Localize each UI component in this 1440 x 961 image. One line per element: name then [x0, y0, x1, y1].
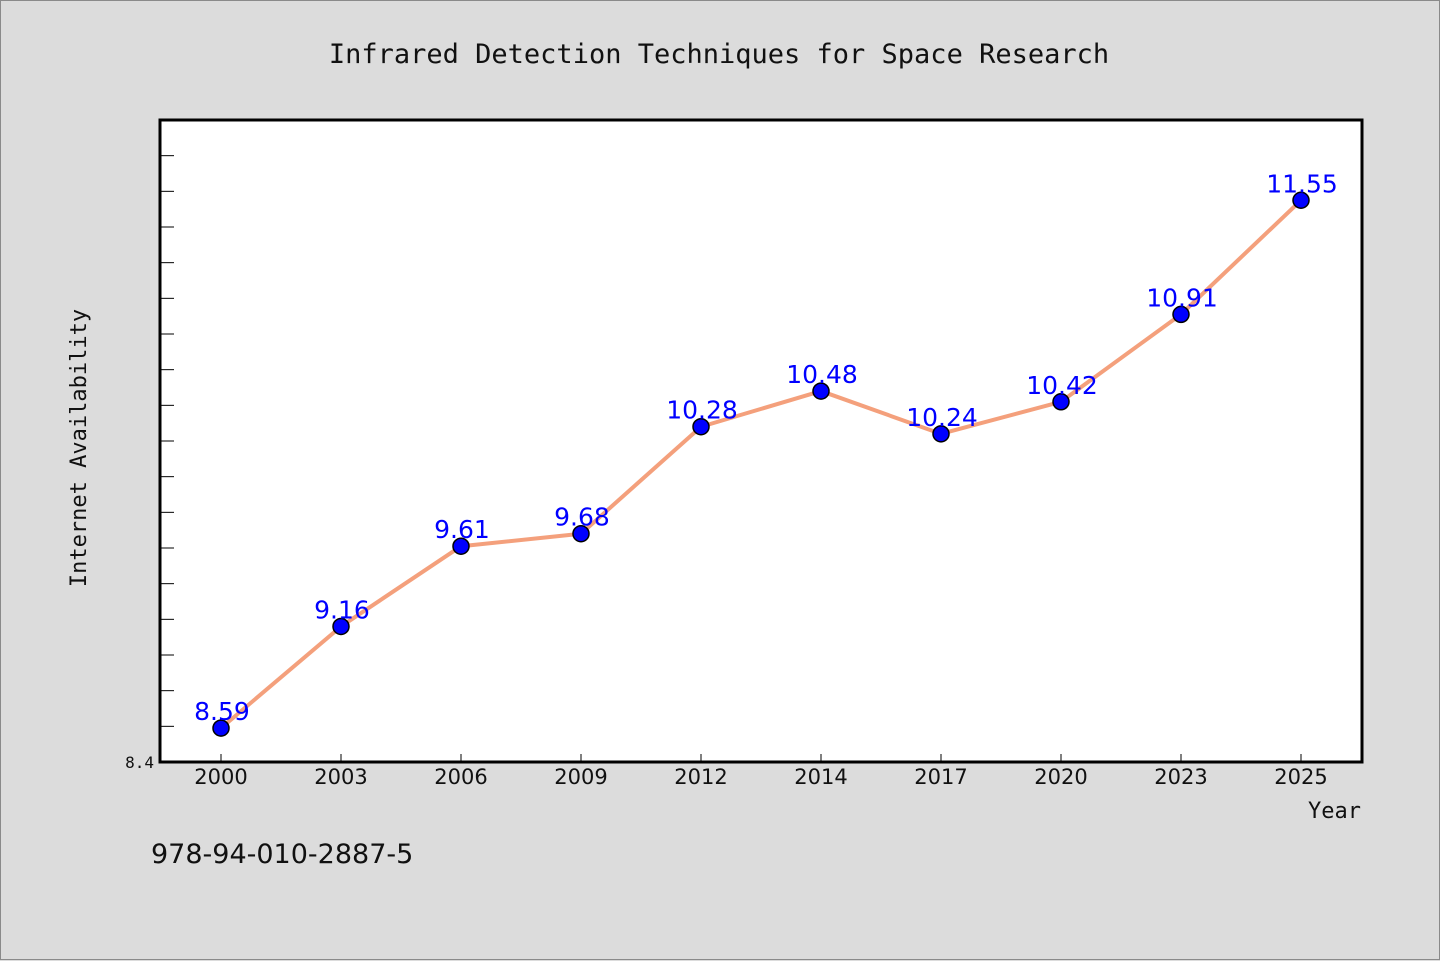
point-5	[812, 382, 830, 400]
y-axis-tick-labels: 8.4	[125, 753, 154, 772]
x-tick-label-8: 2023	[1154, 765, 1207, 789]
point-4	[692, 417, 710, 436]
series-0: 8.59 9.16 9.61 9.68 10.28 10.48 10.24 10.42 10.9…	[194, 169, 1338, 737]
point-2	[452, 537, 470, 555]
x-tick-label-6: 2017	[914, 765, 967, 789]
data-label-2: 9.61	[434, 515, 490, 544]
point-6	[932, 425, 950, 443]
point-1	[332, 617, 350, 636]
x-tick-label-3: 2009	[554, 765, 607, 789]
series-line	[219, 198, 1303, 730]
x-axis-ticks	[220, 754, 1302, 762]
x-tick-label-4: 2012	[674, 765, 727, 789]
x-tick-label-0: 2000	[194, 765, 247, 789]
data-labels: 8.59 9.16 9.61 9.68 10.28 10.48 10.24 10.42 10.9…	[194, 169, 1338, 726]
data-label-7: 10.42	[1026, 371, 1098, 400]
x-tick-label-2: 2006	[434, 765, 487, 789]
data-label-9: 11.55	[1266, 169, 1338, 198]
plot-area	[158, 118, 1364, 764]
point-8	[1172, 305, 1190, 324]
x-tick-label-9: 2025	[1274, 765, 1327, 789]
footer-code: 978-94-010-2887-5	[151, 839, 413, 870]
point-7	[1052, 393, 1070, 411]
series-markers	[212, 191, 1310, 737]
data-label-1: 9.16	[314, 595, 370, 624]
data-label-8: 10.91	[1146, 283, 1218, 312]
data-label-6: 10.24	[906, 403, 978, 432]
data-label-3: 9.68	[554, 503, 610, 532]
point-0	[212, 719, 230, 737]
point-3	[572, 524, 590, 543]
data-label-4: 10.28	[666, 396, 738, 425]
x-axis-tick-labels: 2000 2003 2006 2009 2012 2014 2017 2020 2023 2025	[194, 765, 1327, 789]
y-tick-label-0: 8.4	[125, 753, 154, 772]
x-tick-label-5: 2014	[794, 765, 847, 789]
x-axis-label: Year	[1308, 799, 1361, 824]
x-tick-label-1: 2003	[314, 765, 367, 789]
chart-title: Infrared Detection Techniques for Space …	[329, 39, 1109, 70]
point-9	[1292, 191, 1310, 209]
x-tick-label-7: 2020	[1034, 765, 1087, 789]
data-label-5: 10.48	[786, 360, 858, 389]
y-axis-label: Internet Availability	[67, 309, 92, 587]
data-label-0: 8.59	[194, 697, 250, 726]
y-axis-ticks	[160, 119, 174, 763]
